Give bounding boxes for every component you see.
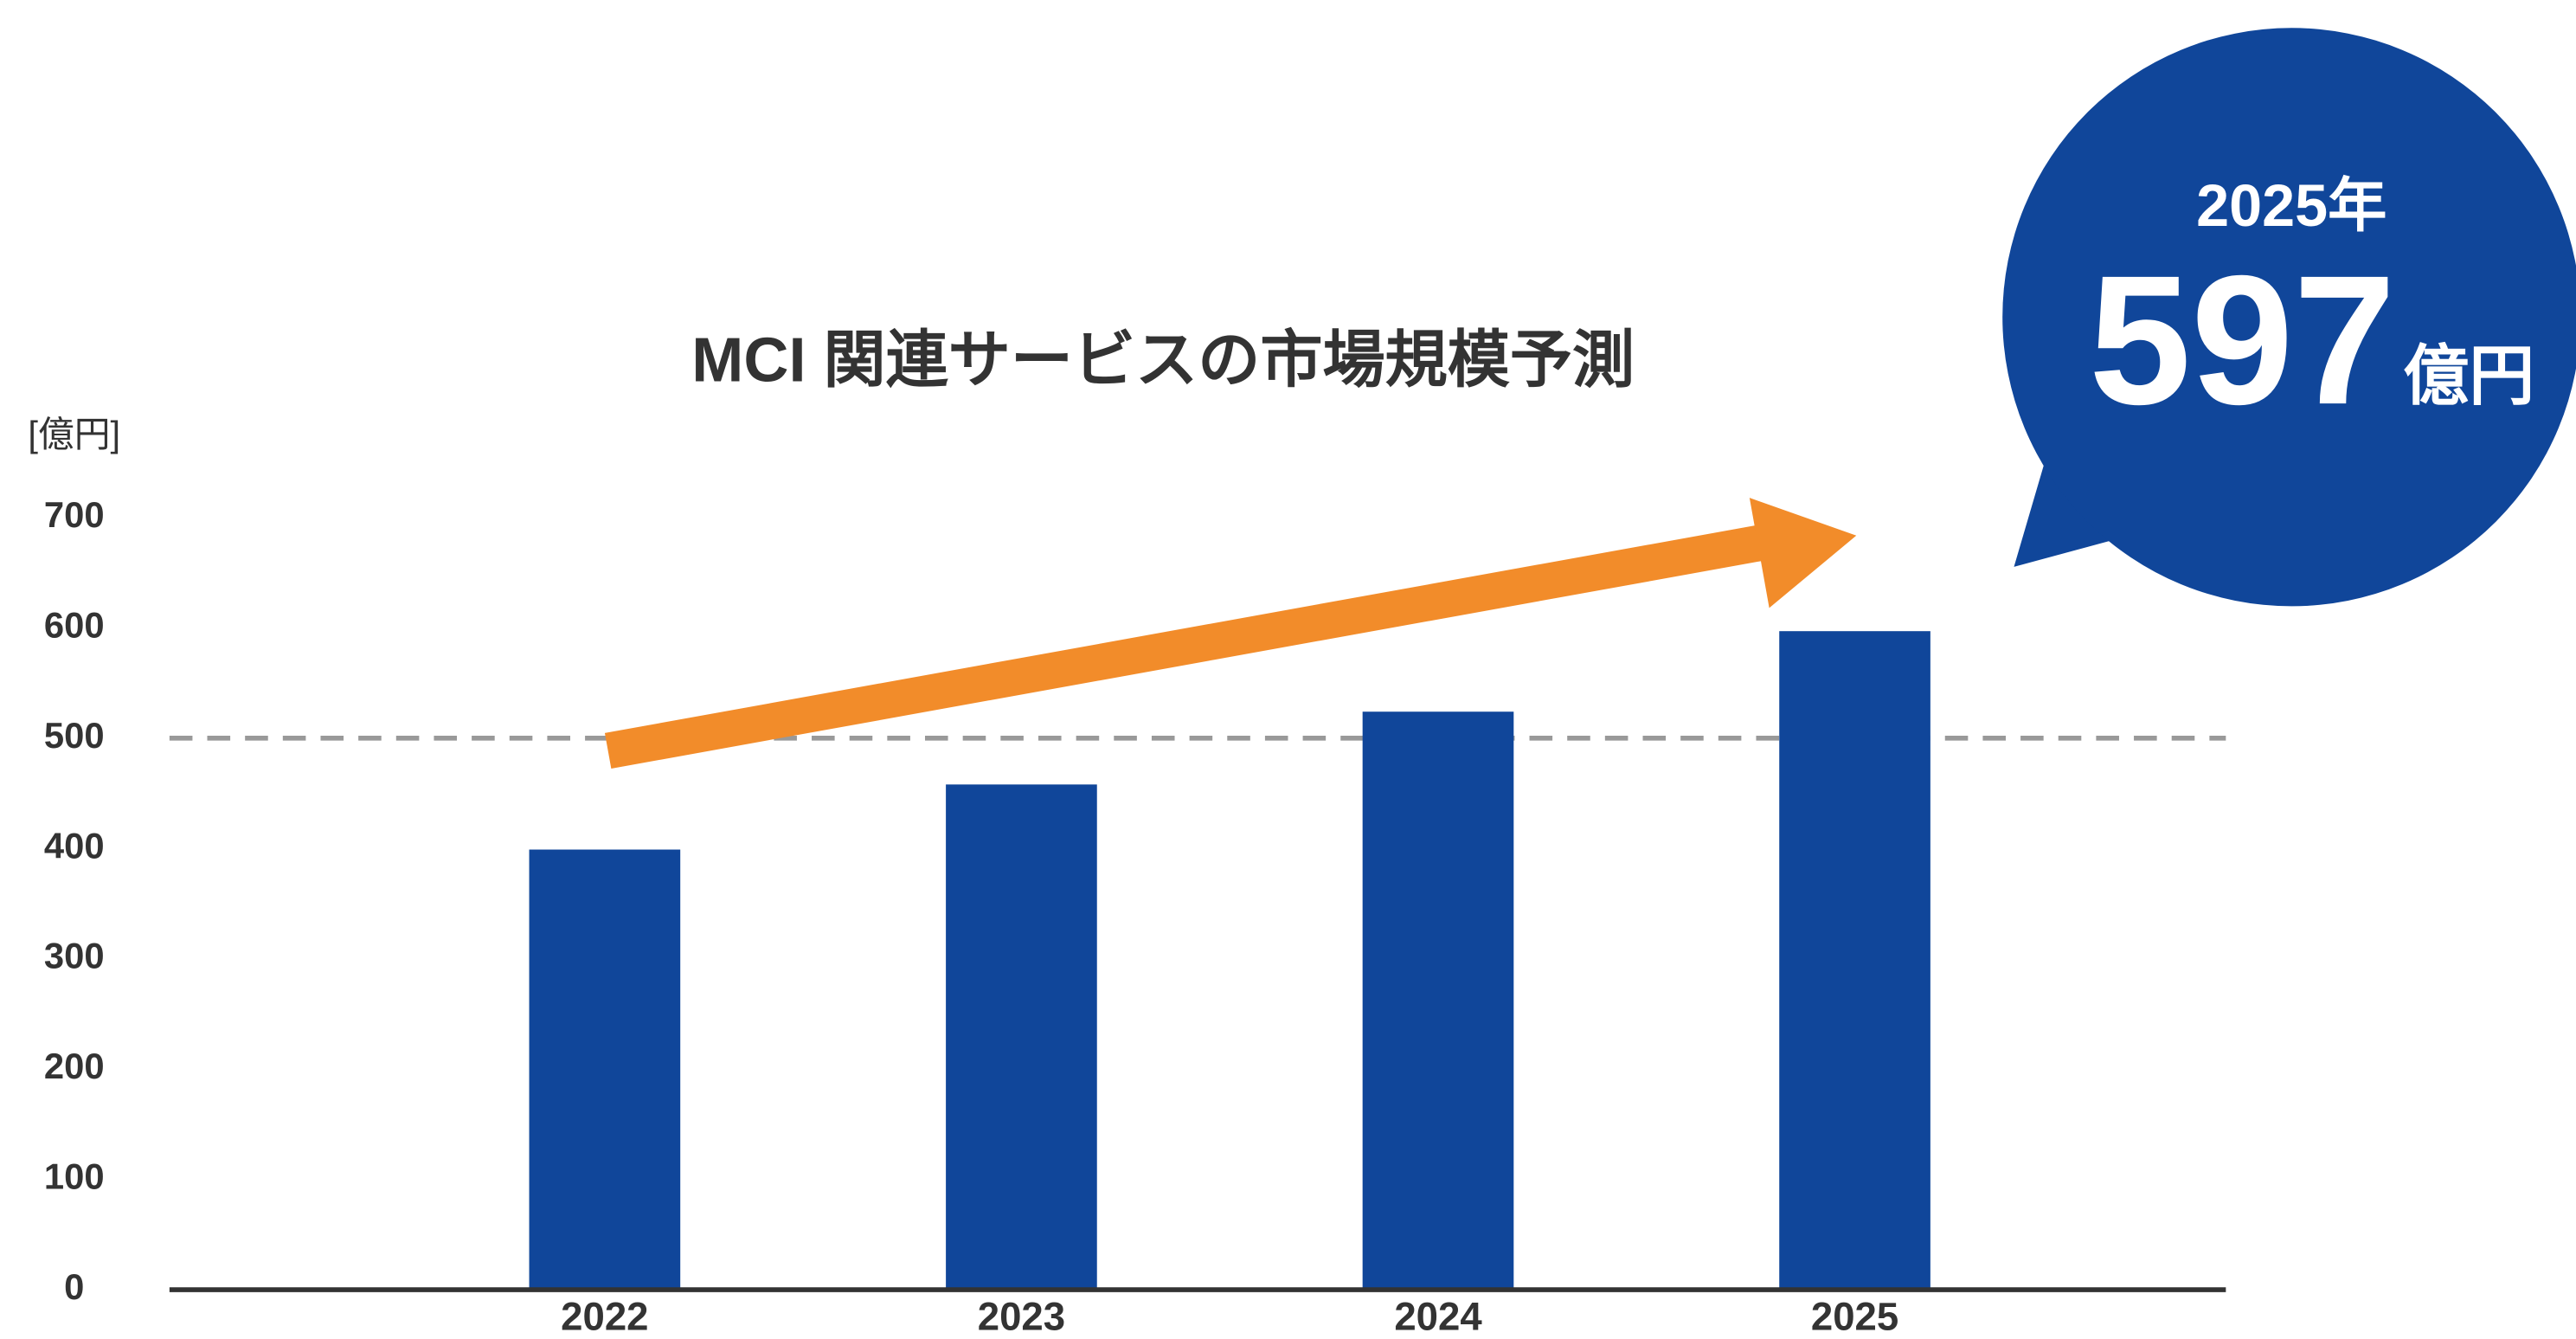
callout-value: 597 — [2089, 238, 2396, 443]
y-tick-label: 200 — [44, 1046, 105, 1086]
chart-title: MCI 関連サービスの市場規模予測 — [691, 325, 1635, 395]
callout-unit: 億円 — [2403, 339, 2534, 413]
y-tick-label: 600 — [44, 604, 105, 645]
x-tick-label: 2024 — [1394, 1294, 1482, 1338]
x-tick-label: 2023 — [978, 1294, 1065, 1338]
bar — [1362, 711, 1514, 1291]
trend-arrow-head — [1749, 498, 1857, 608]
y-tick-label: 100 — [44, 1156, 105, 1197]
bar — [1779, 631, 1930, 1291]
y-axis-label: [億円] — [28, 414, 120, 454]
y-tick-label: 500 — [44, 715, 105, 756]
x-tick-label: 2025 — [1811, 1294, 1898, 1338]
callout-bubble — [2002, 28, 2576, 607]
callout-year: 2025年 — [2196, 173, 2386, 239]
y-tick-label: 700 — [44, 494, 105, 535]
y-tick-label: 400 — [44, 825, 105, 866]
callout: 2025年 597 億円 — [2002, 28, 2576, 607]
y-tick-label: 300 — [44, 936, 105, 976]
bar — [946, 784, 1097, 1291]
x-tick-label: 2022 — [561, 1294, 648, 1338]
y-tick-label: 0 — [64, 1266, 84, 1307]
bar — [529, 849, 681, 1291]
trend-arrow-shaft — [604, 521, 1786, 769]
